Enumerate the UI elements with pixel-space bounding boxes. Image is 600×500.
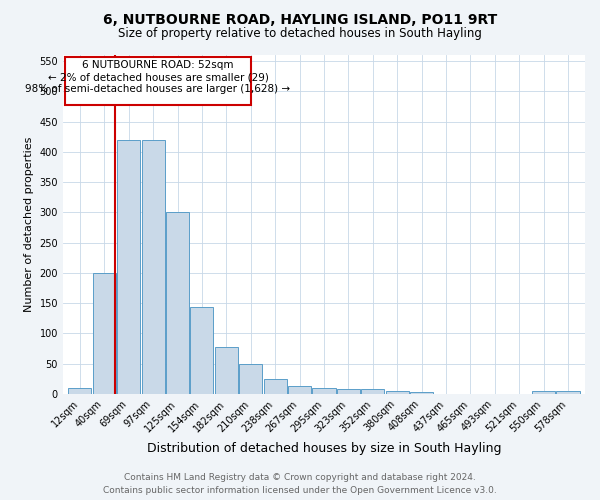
Bar xyxy=(410,392,433,394)
Bar xyxy=(68,388,91,394)
Bar xyxy=(532,391,555,394)
Text: ← 2% of detached houses are smaller (29): ← 2% of detached houses are smaller (29) xyxy=(47,72,268,83)
Bar xyxy=(239,364,262,394)
Bar xyxy=(263,379,287,394)
Bar xyxy=(190,308,214,394)
Text: 6, NUTBOURNE ROAD, HAYLING ISLAND, PO11 9RT: 6, NUTBOURNE ROAD, HAYLING ISLAND, PO11 … xyxy=(103,12,497,26)
Bar xyxy=(93,273,116,394)
Bar xyxy=(361,389,385,394)
Bar xyxy=(65,57,251,105)
Text: 98% of semi-detached houses are larger (1,628) →: 98% of semi-detached houses are larger (… xyxy=(25,84,290,94)
X-axis label: Distribution of detached houses by size in South Hayling: Distribution of detached houses by size … xyxy=(146,442,501,455)
Text: 6 NUTBOURNE ROAD: 52sqm: 6 NUTBOURNE ROAD: 52sqm xyxy=(82,60,234,70)
Text: Size of property relative to detached houses in South Hayling: Size of property relative to detached ho… xyxy=(118,28,482,40)
Bar xyxy=(166,212,189,394)
Bar xyxy=(117,140,140,394)
Bar xyxy=(215,346,238,394)
Bar xyxy=(386,392,409,394)
Bar xyxy=(313,388,335,394)
Bar xyxy=(556,392,580,394)
Bar xyxy=(337,389,360,394)
Y-axis label: Number of detached properties: Number of detached properties xyxy=(24,137,34,312)
Text: Contains HM Land Registry data © Crown copyright and database right 2024.
Contai: Contains HM Land Registry data © Crown c… xyxy=(103,473,497,495)
Bar xyxy=(142,140,164,394)
Bar xyxy=(288,386,311,394)
